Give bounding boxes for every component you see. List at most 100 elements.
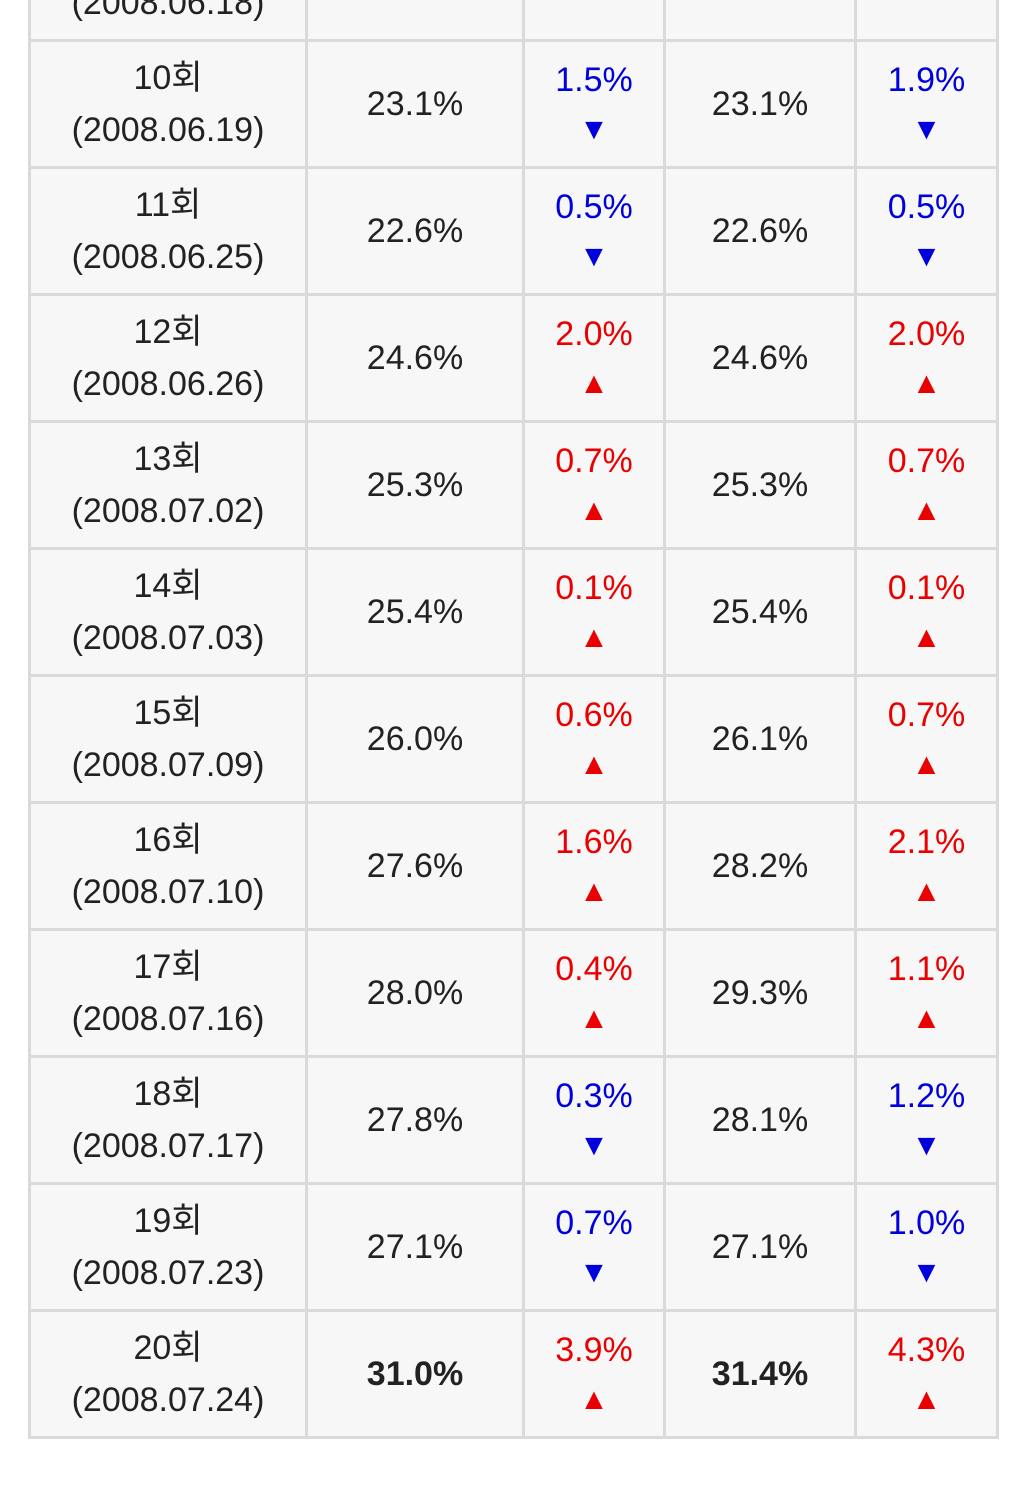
change-indicator: 0.3% ▼ [555, 1070, 633, 1170]
triangle-down-icon: ▼ [579, 1129, 609, 1162]
change-value: 0.7% [887, 442, 966, 480]
rating-nationwide-cell: 26.0% [305, 674, 525, 804]
change-capital-cell: 1.0% ▼ [854, 1182, 999, 1312]
episode-cell: 17회 (2008.07.16) [28, 928, 308, 1058]
change-value: 1.0% [887, 1204, 966, 1242]
change-nationwide-cell: 0.7% ▲ [522, 420, 666, 550]
triangle-up-icon: ▲ [911, 367, 942, 400]
triangle-up-icon: ▲ [579, 0, 609, 3]
triangle-down-icon: ▼ [911, 113, 942, 146]
change-indicator: 0.1% ▲ [888, 562, 966, 662]
rating-capital-cell: 29.3% [663, 928, 857, 1058]
rating-nationwide-cell: 25.3% [305, 420, 525, 550]
rating-nationwide-cell: 27.1% [305, 1182, 525, 1312]
change-value: 0.5% [555, 188, 633, 226]
rating-capital-cell: 27.1% [663, 1182, 857, 1312]
change-indicator: ▲ [579, 0, 609, 3]
rating-capital-cell: 25.3% [663, 420, 857, 550]
change-value: 0.7% [555, 442, 633, 480]
episode-cell: 20회 (2008.07.24) [28, 1309, 308, 1439]
change-indicator: 4.3% ▲ [888, 1324, 966, 1424]
change-value: 3.9% [555, 1331, 633, 1369]
triangle-up-icon: ▲ [911, 875, 942, 908]
ratings-table: 9회 (2008.06.18)▲▲10회 (2008.06.19)23.1%1.… [28, 0, 999, 1439]
change-value: 0.5% [887, 188, 966, 226]
rating-nationwide-cell: 31.0% [305, 1309, 525, 1439]
rating-capital-cell: 22.6% [663, 166, 857, 296]
table-row: 10회 (2008.06.19) 23.1% 1.5% ▼ 23.1% 1.9% ▼ [28, 39, 999, 169]
triangle-down-icon: ▼ [579, 240, 609, 273]
table-row: 19회 (2008.07.23) 27.1% 0.7% ▼ 27.1% 1.0% ▼ [28, 1182, 999, 1312]
table-row: 20회 (2008.07.24) 31.0% 3.9% ▲ 31.4% 4.3% ▲ [28, 1309, 999, 1439]
triangle-up-icon: ▲ [911, 494, 942, 527]
table-row: 9회 (2008.06.18) ▲ ▲ [28, 0, 999, 42]
ratings-table-container: 9회 (2008.06.18)▲▲10회 (2008.06.19)23.1%1.… [28, 0, 999, 1439]
rating-nationwide-cell: 28.0% [305, 928, 525, 1058]
table-row: 12회 (2008.06.26) 24.6% 2.0% ▲ 24.6% 2.0% ▲ [28, 293, 999, 423]
table-row: 16회 (2008.07.10) 27.6% 1.6% ▲ 28.2% 2.1% ▲ [28, 801, 999, 931]
episode-cell: 16회 (2008.07.10) [28, 801, 308, 931]
change-indicator: 1.5% ▼ [555, 54, 633, 154]
change-nationwide-cell: 0.7% ▼ [522, 1182, 666, 1312]
change-indicator: 0.7% ▲ [888, 435, 966, 535]
rating-capital-cell: 28.1% [663, 1055, 857, 1185]
change-indicator: 0.7% ▲ [888, 689, 966, 789]
change-nationwide-cell: 3.9% ▲ [522, 1309, 666, 1439]
change-value: 2.0% [887, 315, 966, 353]
change-value: 1.2% [887, 1077, 966, 1115]
change-capital-cell: ▲ [854, 0, 999, 42]
change-value: 2.1% [887, 823, 966, 861]
change-indicator: 0.1% ▲ [555, 562, 633, 662]
table-row: 11회 (2008.06.25) 22.6% 0.5% ▼ 22.6% 0.5% ▼ [28, 166, 999, 296]
triangle-down-icon: ▼ [911, 240, 942, 273]
episode-cell: 19회 (2008.07.23) [28, 1182, 308, 1312]
change-indicator: 3.9% ▲ [555, 1324, 633, 1424]
change-nationwide-cell: 2.0% ▲ [522, 293, 666, 423]
triangle-up-icon: ▲ [579, 494, 609, 527]
change-nationwide-cell: ▲ [522, 0, 666, 42]
triangle-up-icon: ▲ [579, 875, 609, 908]
change-indicator: 0.6% ▲ [555, 689, 633, 789]
ratings-table-body: 9회 (2008.06.18)▲▲10회 (2008.06.19)23.1%1.… [28, 0, 999, 1439]
episode-cell: 10회 (2008.06.19) [28, 39, 308, 169]
rating-nationwide-cell: 24.6% [305, 293, 525, 423]
table-row: 14회 (2008.07.03) 25.4% 0.1% ▲ 25.4% 0.1% ▲ [28, 547, 999, 677]
change-value: 1.6% [555, 823, 633, 861]
triangle-up-icon: ▲ [911, 748, 942, 781]
triangle-down-icon: ▼ [579, 113, 609, 146]
episode-cell: 9회 (2008.06.18) [28, 0, 308, 42]
rating-nationwide-cell: 22.6% [305, 166, 525, 296]
triangle-up-icon: ▲ [579, 1383, 609, 1416]
change-indicator: 0.5% ▼ [888, 181, 966, 281]
rating-nationwide-cell: 27.6% [305, 801, 525, 931]
change-value: 4.3% [887, 1331, 966, 1369]
rating-capital-cell [663, 0, 857, 42]
rating-nationwide-cell [305, 0, 525, 42]
change-capital-cell: 4.3% ▲ [854, 1309, 999, 1439]
table-row: 17회 (2008.07.16) 28.0% 0.4% ▲ 29.3% 1.1% ▲ [28, 928, 999, 1058]
change-indicator: 0.4% ▲ [555, 943, 633, 1043]
episode-cell: 15회 (2008.07.09) [28, 674, 308, 804]
change-value: 0.6% [555, 696, 633, 734]
change-value: 1.5% [555, 61, 633, 99]
table-row: 15회 (2008.07.09) 26.0% 0.6% ▲ 26.1% 0.7% ▲ [28, 674, 999, 804]
change-value: 0.1% [887, 569, 966, 607]
change-nationwide-cell: 0.3% ▼ [522, 1055, 666, 1185]
change-capital-cell: 2.1% ▲ [854, 801, 999, 931]
change-indicator: 2.1% ▲ [888, 816, 966, 916]
triangle-up-icon: ▲ [911, 1383, 942, 1416]
rating-capital-cell: 26.1% [663, 674, 857, 804]
change-value: 0.4% [555, 950, 633, 988]
change-indicator: 1.6% ▲ [555, 816, 633, 916]
change-value: 1.1% [887, 950, 966, 988]
episode-cell: 12회 (2008.06.26) [28, 293, 308, 423]
episode-cell: 18회 (2008.07.17) [28, 1055, 308, 1185]
episode-cell: 14회 (2008.07.03) [28, 547, 308, 677]
rating-nationwide-cell: 25.4% [305, 547, 525, 677]
triangle-down-icon: ▼ [911, 1256, 942, 1289]
rating-capital-cell: 28.2% [663, 801, 857, 931]
change-capital-cell: 0.7% ▲ [854, 674, 999, 804]
triangle-up-icon: ▲ [579, 621, 609, 654]
change-nationwide-cell: 0.5% ▼ [522, 166, 666, 296]
change-indicator: 0.5% ▼ [555, 181, 633, 281]
